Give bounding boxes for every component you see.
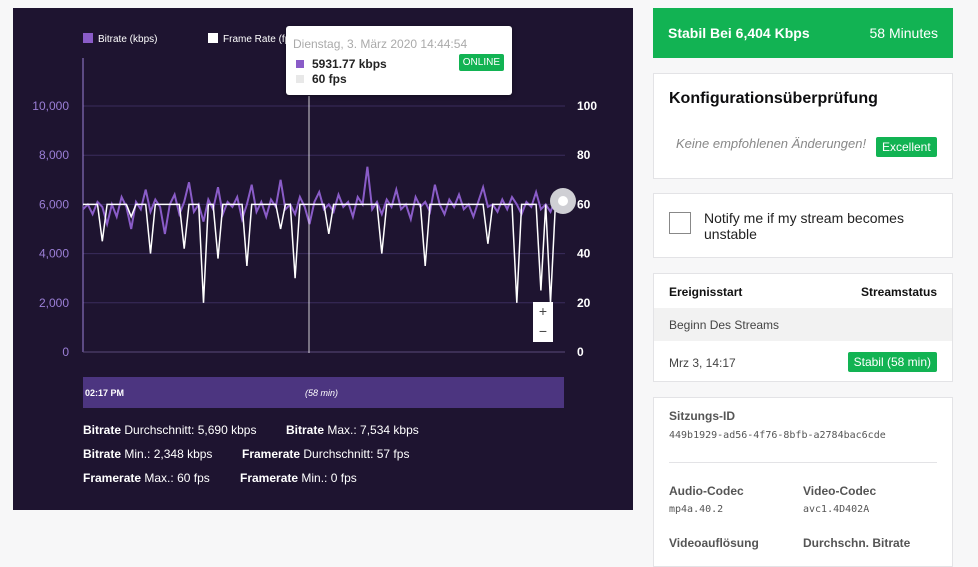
stat-bitrate-avg: Bitrate Durchschnitt: 5,690 kbps <box>83 423 256 437</box>
right-axis-tick-label: 80 <box>577 148 591 162</box>
stat-value: 2,348 kbps <box>153 447 213 461</box>
left-axis-tick-label: 4,000 <box>39 247 69 261</box>
legend-framerate-swatch <box>208 33 218 43</box>
stat-value: 7,534 kbps <box>360 423 419 437</box>
right-axis-tick-label: 20 <box>577 296 591 310</box>
framerate-series <box>83 203 565 303</box>
notify-label[interactable]: Notify me if my stream becomes unstable <box>704 210 904 242</box>
timeline-bar[interactable] <box>83 377 564 408</box>
video-codec-label: Video-Codec <box>803 484 877 498</box>
config-rating-badge: Excellent <box>876 137 937 157</box>
timeline-start-time: 02:17 PM <box>85 388 124 398</box>
notify-card: Notify me if my stream becomes unstable <box>653 193 953 258</box>
bitrate-line <box>82 166 566 235</box>
bitrate-series <box>82 166 566 235</box>
stat-framerate-min: Framerate Min.: 0 fps <box>240 471 357 485</box>
tooltip-bitrate-row: 5931.77 kbps <box>296 57 387 71</box>
audio-codec-value: mp4a.40.2 <box>669 504 724 515</box>
left-axis-tick-label: 10,000 <box>32 99 69 113</box>
legend-bitrate-swatch <box>83 33 93 43</box>
stat-key: Min.: <box>124 447 151 461</box>
session-info-card: Sitzungs-ID 449b1929-ad56-4f76-8bfb-a278… <box>653 397 953 567</box>
stat-label: Bitrate <box>286 423 325 437</box>
events-section-row: Beginn Des Streams <box>654 308 952 341</box>
config-message: Keine empfohlenen Änderungen! <box>676 136 867 151</box>
session-id-label: Sitzungs-ID <box>669 409 735 423</box>
audio-codec-label: Audio-Codec <box>669 484 744 498</box>
left-axis-tick-label: 8,000 <box>39 148 69 162</box>
left-axis-tick-label: 6,000 <box>39 197 69 211</box>
stat-value: 60 fps <box>177 471 210 485</box>
stat-framerate-avg: Framerate Durchschnitt: 57 fps <box>242 447 409 461</box>
left-axis-tick-label: 0 <box>62 345 69 359</box>
avg-bitrate-label: Durchschn. Bitrate <box>803 536 911 550</box>
session-id-value[interactable]: 449b1929-ad56-4f76-8bfb-a2784bac6cde <box>669 430 886 441</box>
stream-health-chart-panel: Bitrate (kbps) Frame Rate (fps) 10,000 8,… <box>13 8 633 510</box>
stat-label: Bitrate <box>83 423 122 437</box>
tooltip-bitrate-swatch <box>296 60 304 68</box>
events-card: Ereignisstart Streamstatus Beginn Des St… <box>653 273 953 382</box>
framerate-line <box>83 203 565 303</box>
stat-label: Framerate <box>83 471 142 485</box>
status-duration: 58 Minutes <box>869 25 938 41</box>
video-codec-value: avc1.4D402A <box>803 504 870 515</box>
legend-bitrate-label[interactable]: Bitrate (kbps) <box>98 34 157 45</box>
event-date: Mrz 3, 14:17 <box>669 356 736 370</box>
stat-label: Bitrate <box>83 447 122 461</box>
stat-framerate-max: Framerate Max.: 60 fps <box>83 471 210 485</box>
event-status-badge: Stabil (58 min) <box>847 352 937 372</box>
config-title: Konfigurationsüberprüfung <box>669 90 878 107</box>
tooltip-online-badge: ONLINE <box>458 54 504 71</box>
stat-value: 5,690 kbps <box>197 423 257 437</box>
video-resolution-label: Videoauflösung <box>669 536 759 550</box>
status-text: Stabil Bei 6,404 Kbps <box>668 25 810 41</box>
right-axis-tick-label: 100 <box>577 99 597 113</box>
right-axis-ticks: 100 80 60 40 20 0 <box>577 99 597 359</box>
stat-key: Max.: <box>144 471 174 485</box>
stat-label: Framerate <box>240 471 299 485</box>
tooltip-bitrate-value: 5931.77 kbps <box>312 57 387 71</box>
stat-key: Max.: <box>327 423 357 437</box>
notify-checkbox[interactable] <box>669 212 691 234</box>
tooltip-date: Dienstag, 3. März 2020 14:44:54 <box>293 37 468 51</box>
stat-key: Durchschnitt: <box>124 423 195 437</box>
chart-tooltip: Dienstag, 3. März 2020 14:44:54 5931.77 … <box>286 26 512 95</box>
events-col-status: Streamstatus <box>860 285 937 299</box>
stat-bitrate-min: Bitrate Min.: 2,348 kbps <box>83 447 212 461</box>
tooltip-fps-swatch <box>296 75 304 83</box>
timeline-duration: (58 min) <box>305 388 338 398</box>
session-divider <box>669 462 937 463</box>
right-axis-tick-label: 60 <box>577 197 591 211</box>
stat-bitrate-max: Bitrate Max.: 7,534 kbps <box>286 423 419 437</box>
events-col-start: Ereignisstart <box>669 285 743 299</box>
right-axis-tick-label: 0 <box>577 345 584 359</box>
right-axis-tick-label: 40 <box>577 247 591 261</box>
stat-value: 0 fps <box>330 471 357 485</box>
stat-key: Min.: <box>301 471 328 485</box>
handle-grip-icon <box>558 196 568 206</box>
left-axis-ticks: 10,000 8,000 6,000 4,000 2,000 0 <box>32 99 69 359</box>
tooltip-fps-row: 60 fps <box>296 72 347 86</box>
zoom-out-button[interactable]: − <box>538 323 548 339</box>
stat-label: Framerate <box>242 447 301 461</box>
stream-status-banner: Stabil Bei 6,404 Kbps 58 Minutes <box>653 8 953 58</box>
stat-key: Durchschnitt: <box>303 447 374 461</box>
events-section-label: Beginn Des Streams <box>669 318 780 332</box>
config-check-card: Konfigurationsüberprüfung Keine empfohle… <box>653 73 953 179</box>
zoom-controls: + − <box>533 302 553 342</box>
bitrate-framerate-chart[interactable]: Bitrate (kbps) Frame Rate (fps) 10,000 8,… <box>13 8 633 510</box>
legend-framerate-label[interactable]: Frame Rate (fps) <box>223 34 299 45</box>
stat-value: 57 fps <box>376 447 410 461</box>
zoom-in-button[interactable]: + <box>538 303 548 319</box>
tooltip-fps-value: 60 fps <box>312 72 347 86</box>
left-axis-tick-label: 2,000 <box>39 296 69 310</box>
